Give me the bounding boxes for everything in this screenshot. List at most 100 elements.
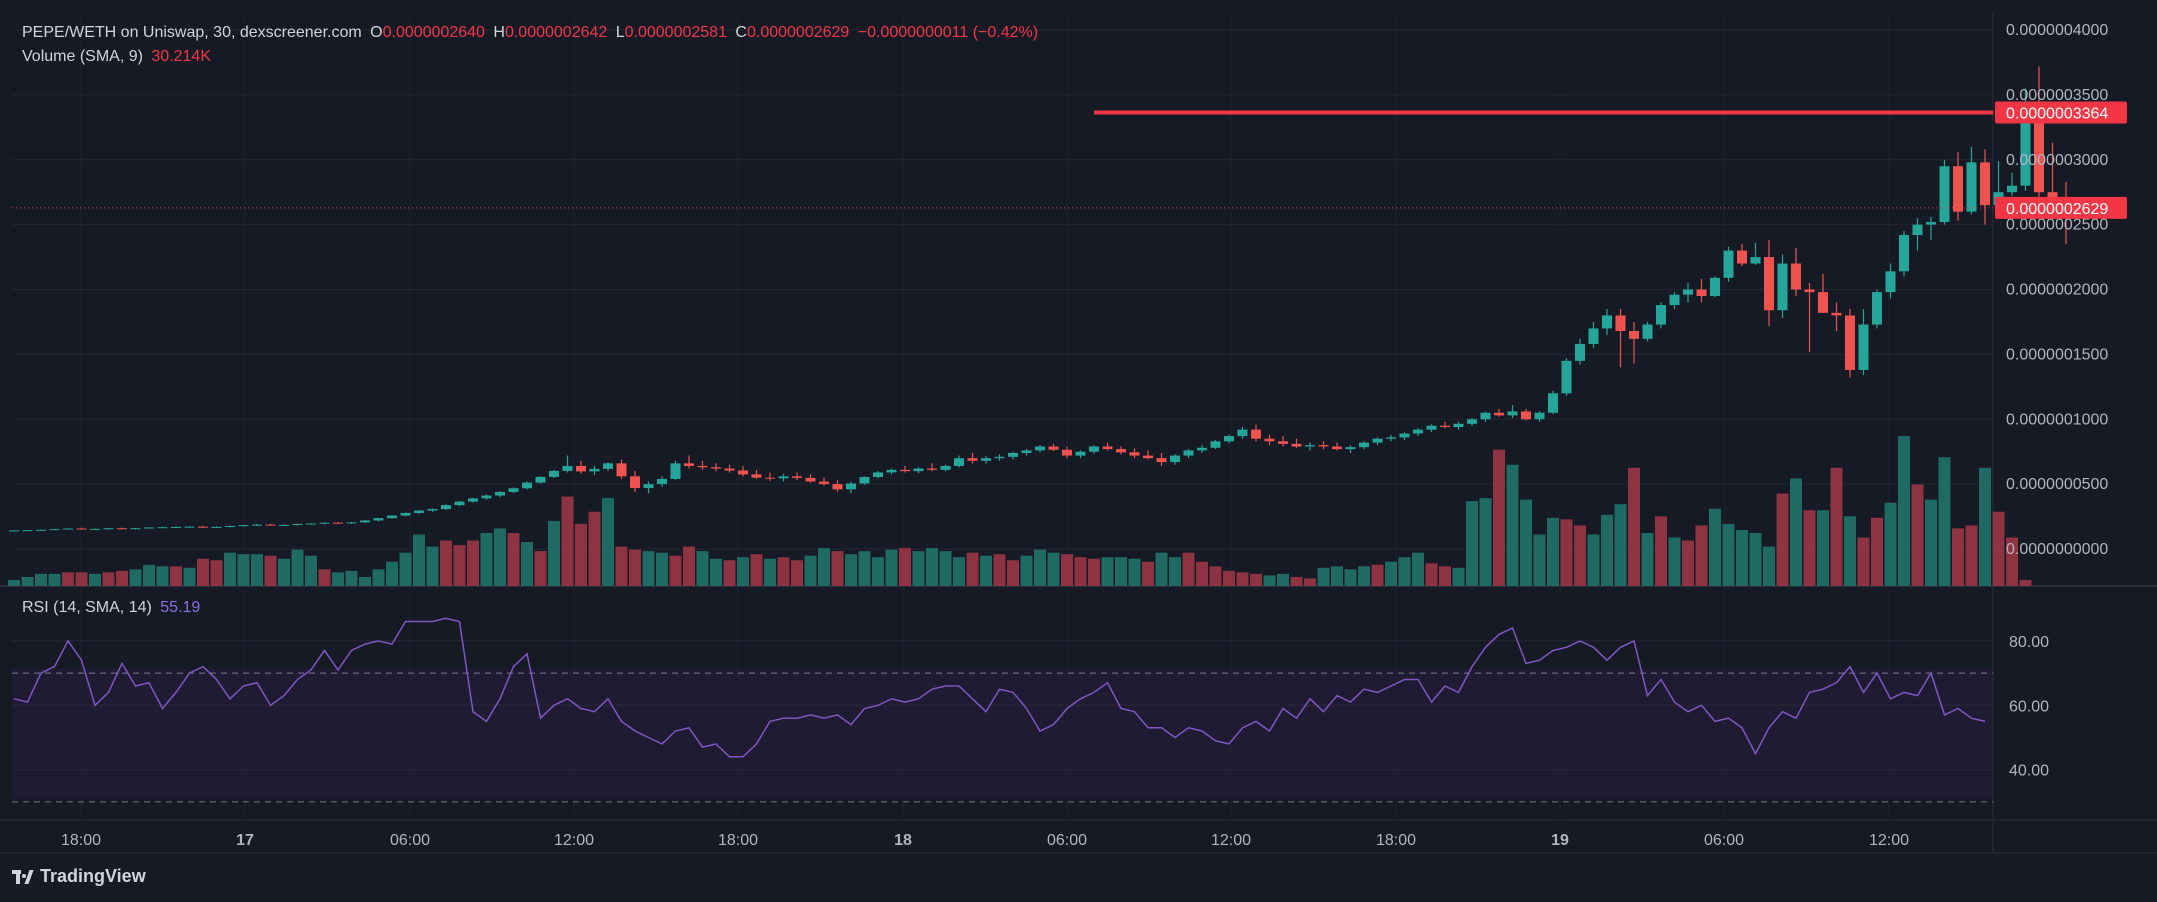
volume-bar <box>912 551 925 586</box>
volume-bar <box>1452 567 1465 586</box>
candle-body <box>1305 445 1315 447</box>
volume-bar <box>1479 498 1492 586</box>
candle-body <box>2034 106 2044 193</box>
high-label: H <box>493 24 505 41</box>
volume-bar <box>561 496 574 586</box>
candle-body <box>508 488 519 492</box>
candle-body <box>1467 419 1477 424</box>
candle-body <box>90 528 100 530</box>
candle-body <box>184 526 195 528</box>
volume-bar <box>332 572 344 586</box>
candle-body <box>1561 360 1572 394</box>
candle-body <box>684 463 694 466</box>
volume-bar <box>1398 557 1411 586</box>
volume-bar <box>858 551 871 586</box>
tradingview-logo[interactable]: TradingView <box>12 866 146 887</box>
volume-bar <box>602 498 614 586</box>
candle-body <box>1615 315 1626 332</box>
candle-body <box>265 524 276 526</box>
volume-bar <box>170 566 182 586</box>
last-price-label-box <box>1995 196 2127 219</box>
volume-bar <box>521 542 533 586</box>
volume-bar <box>993 554 1006 586</box>
candle-body <box>1372 438 1383 443</box>
candle-body <box>1359 442 1369 448</box>
volume-bar <box>629 549 641 586</box>
candle-body <box>522 482 532 489</box>
candle-body <box>9 530 19 532</box>
volume-bar <box>723 560 736 586</box>
volume-bar <box>1641 532 1654 586</box>
candle-body <box>306 523 316 525</box>
volume-label: Volume (SMA, 9) <box>22 48 143 65</box>
volume-bar <box>1574 525 1586 586</box>
volume-bar <box>453 545 466 586</box>
volume-bar <box>575 523 587 586</box>
volume-bar <box>548 520 560 586</box>
candle-body <box>481 495 492 499</box>
candle-body <box>1953 166 1963 212</box>
candle-body <box>238 525 249 527</box>
candle-body <box>630 476 640 489</box>
volume-bar <box>791 560 803 586</box>
candle-body <box>1764 257 1774 311</box>
candle-body <box>2020 106 2031 186</box>
volume-bar <box>1317 567 1330 586</box>
price-tick-label: 0.0000000000 <box>2006 541 2108 558</box>
rsi-tick-label: 40.00 <box>2009 763 2049 780</box>
open-value: 0.0000002640 <box>382 24 485 41</box>
candle-body <box>1750 257 1761 264</box>
candle-body <box>1723 250 1734 278</box>
rsi-legend[interactable]: RSI (14, SMA, 14) 55.19 <box>22 599 204 617</box>
axes[interactable]: 0.0000004000 0.0000003500 0.0000003000 0.00… <box>61 22 2127 849</box>
volume-bar <box>534 551 547 586</box>
volume-bar <box>1020 555 1033 586</box>
low-label: L <box>615 24 625 41</box>
volume-legend[interactable]: Volume (SMA, 9) 30.214K <box>22 48 215 66</box>
candle-body <box>1966 162 1977 212</box>
candle-body <box>765 477 775 479</box>
candle-body <box>63 528 73 530</box>
volume-bar <box>372 569 385 586</box>
volume-bar <box>588 511 601 586</box>
candle-body <box>1818 292 1828 313</box>
tradingview-logo-text: TradingView <box>40 866 146 886</box>
candle-body <box>333 522 343 524</box>
candle-body <box>49 529 60 531</box>
candle-body <box>319 522 330 524</box>
volume-bar <box>116 570 128 586</box>
volume-bar <box>345 570 358 586</box>
candle-body <box>1129 452 1140 456</box>
time-tick-label: 18:00 <box>718 832 758 849</box>
rsi-pane[interactable] <box>12 617 1993 803</box>
volume-bar <box>1047 552 1060 586</box>
volume-bar <box>156 566 169 586</box>
candle-body <box>927 468 937 470</box>
candle-body <box>711 467 721 469</box>
rsi-line <box>13 617 1986 758</box>
candle-body <box>549 470 559 477</box>
candle-body <box>981 458 991 461</box>
volume-bar <box>1952 528 1964 586</box>
candle-body <box>1278 441 1288 444</box>
candle-body <box>1494 412 1504 416</box>
candle-body <box>1062 449 1072 456</box>
volume-bar <box>1034 549 1046 586</box>
volume-bar <box>467 540 479 586</box>
candle-body <box>1926 222 1936 225</box>
candle-body <box>1683 289 1693 295</box>
volume-bar <box>1911 484 1924 586</box>
candle-body <box>535 476 546 483</box>
volume-bar <box>1520 499 1532 586</box>
candle-body <box>1521 411 1531 420</box>
price-pane[interactable] <box>9 66 2157 532</box>
volume-bar <box>1115 557 1127 586</box>
volume-bar <box>2019 579 2032 586</box>
candle-body <box>1534 412 1545 420</box>
time-tick-label: 06:00 <box>390 832 430 849</box>
volume-bar <box>440 540 452 586</box>
volume-bar <box>1628 467 1640 586</box>
candle-body <box>873 472 883 477</box>
volume-bar <box>1061 554 1073 586</box>
